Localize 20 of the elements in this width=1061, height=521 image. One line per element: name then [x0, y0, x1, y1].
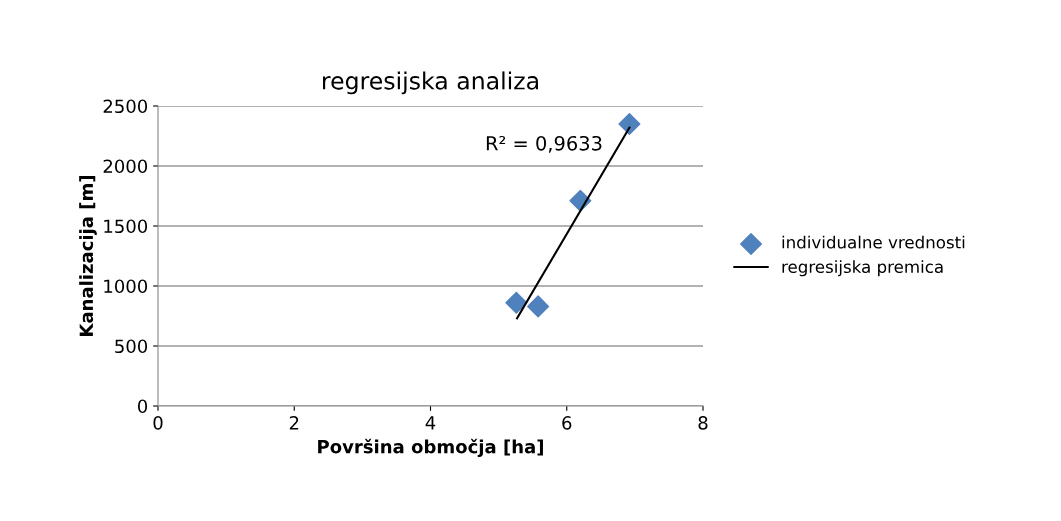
chart-title: regresijska analiza — [323, 71, 538, 95]
x-tick-label: 0 — [153, 416, 163, 430]
y-axis-title: Kanalizacija [m] — [79, 175, 97, 336]
y-tick-label: 2000 — [103, 159, 148, 174]
annotation: R² = 0,9633 — [486, 135, 602, 153]
y-tick-label: 1000 — [104, 279, 148, 294]
point — [527, 295, 550, 318]
y-tick-label: 1500 — [104, 219, 148, 234]
y-tick-label: 2500 — [103, 99, 148, 114]
x-tick-label: 8 — [698, 416, 708, 430]
point — [618, 113, 641, 135]
x-axis-title: Površina območja [ha] — [318, 438, 543, 458]
legend-label: individualne vrednosti — [782, 235, 965, 249]
x-tick-label: 4 — [425, 416, 436, 430]
legend-label: regresijska premica — [782, 260, 943, 277]
y-tick-label: 0 — [137, 399, 148, 414]
point — [505, 291, 528, 314]
x-tick-label: 6 — [562, 416, 572, 430]
x-tick-label: 2 — [289, 416, 299, 430]
y-tick-label: 500 — [115, 339, 148, 354]
